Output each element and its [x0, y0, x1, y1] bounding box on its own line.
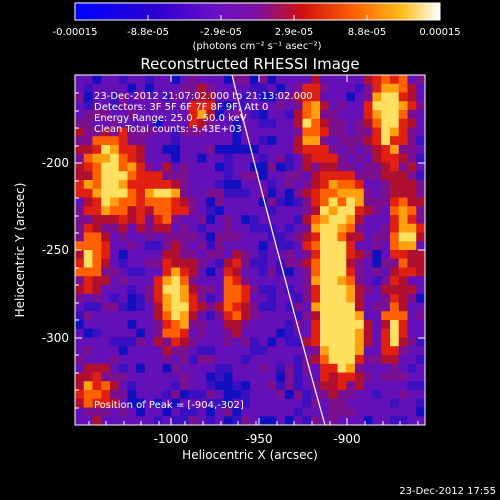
info-detectors: Detectors: 3F 5F 6F 7F 8F 9F, Att 0 — [94, 102, 268, 113]
colorbar: -0.00015 -8.8e-05 -2.9e-05 2.9e-05 8.8e-05 0.… — [53, 2, 461, 52]
colorbar-tick-label: 2.9e-05 — [275, 27, 313, 38]
colorbar-units: (photons cm⁻² s⁻¹ asec⁻²) — [192, 41, 321, 52]
solar-limb-line — [231, 75, 326, 425]
peak-position: Position of Peak = [-904,-302] — [94, 400, 244, 411]
info-counts: Clean Total counts: 5.43E+03 — [94, 124, 242, 135]
x-tick-label: -900 — [333, 432, 360, 446]
y-tick-label: -200 — [42, 156, 69, 170]
y-axis-label: Heliocentric Y (arcsec) — [13, 183, 27, 318]
info-block: 23-Dec-2012 21:07:02.000 to 21:13:02.000… — [94, 91, 313, 135]
colorbar-tick-label: -8.8e-05 — [127, 27, 169, 38]
x-axis-ticks: -1000 -950 -900 — [88, 75, 419, 446]
x-tick-label: -1000 — [154, 432, 189, 446]
colorbar-tick-label: 8.8e-05 — [348, 27, 386, 38]
plot-title: Reconstructed RHESSI Image — [140, 55, 359, 73]
colorbar-tick-label: -0.00015 — [53, 27, 98, 38]
heatmap-image — [75, 75, 425, 425]
colorbar-gradient — [74, 2, 441, 21]
y-axis-ticks: -200 -250 -300 — [42, 92, 425, 409]
y-tick-label: -300 — [42, 331, 69, 345]
x-tick-label: -950 — [245, 432, 272, 446]
colorbar-tick-label: 0.00015 — [419, 27, 460, 38]
info-energy-range: Energy Range: 25.0 - 50.0 keV — [94, 113, 247, 124]
y-tick-label: -250 — [42, 243, 69, 257]
colorbar-tick-label: -2.9e-05 — [200, 27, 242, 38]
info-time-range: 23-Dec-2012 21:07:02.000 to 21:13:02.000 — [94, 91, 313, 102]
x-axis-label: Heliocentric X (arcsec) — [182, 448, 318, 462]
timestamp: 23-Dec-2012 17:55 — [399, 486, 496, 497]
